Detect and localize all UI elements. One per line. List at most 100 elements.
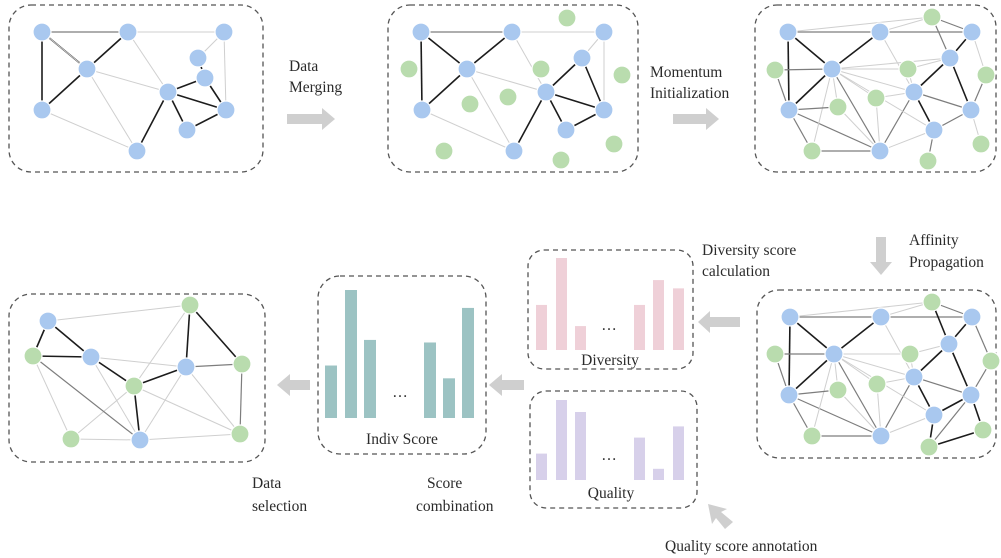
graph-node-new (612, 65, 632, 85)
diversity-bar (653, 280, 664, 350)
arrow-quality-annotation (708, 504, 733, 529)
graph-edge (787, 31, 790, 111)
indiv-ellipsis: … (392, 384, 408, 401)
graph-node-new (918, 151, 938, 171)
graph-edge (788, 316, 791, 396)
graph-edge (789, 301, 933, 318)
graph-edge (41, 68, 88, 111)
graph-edge (90, 356, 187, 368)
diversity-bar (556, 258, 567, 350)
graph-node-original (130, 430, 150, 450)
quality-ellipsis: … (601, 447, 617, 464)
graph-edge (880, 316, 915, 378)
graph-node-original (38, 311, 58, 331)
graph-edge (788, 353, 835, 396)
graph-edge (32, 355, 72, 440)
diversity-panel (527, 249, 694, 370)
graph-node-original (779, 385, 799, 405)
graph-edge (127, 31, 169, 93)
graph-node-original (457, 59, 477, 79)
arrow-diversity-calc (698, 311, 740, 333)
graph-node-original (118, 22, 138, 42)
graph-node-new (232, 354, 252, 374)
graph-edge (545, 91, 605, 111)
graph-node-new (23, 346, 43, 366)
graph-edge (239, 363, 243, 435)
graph-node-original (411, 22, 431, 42)
diversity-bar (536, 304, 547, 350)
arrow-momentum-init (673, 108, 719, 130)
graph-node-original (871, 426, 891, 446)
graph-node-original (594, 100, 614, 120)
graph-edge (788, 109, 881, 152)
graph-merged (399, 8, 632, 170)
label-score-combo-1: Score (427, 475, 462, 492)
indiv-score-panel (317, 275, 487, 455)
graph-edge (70, 438, 141, 441)
graph-node-new (919, 437, 939, 457)
graph-node-new (230, 424, 250, 444)
graph-node-new (124, 376, 144, 396)
graph-node-new (828, 380, 848, 400)
quality-bar (575, 412, 586, 480)
graph-edge (831, 68, 915, 93)
arrow-affinity-propagation (870, 237, 892, 275)
graph-edge (833, 353, 882, 437)
graph-edge (41, 31, 88, 70)
graph-edge (811, 68, 833, 152)
graph-edge (833, 353, 915, 378)
graph-node-new (981, 351, 1001, 371)
diversity-bar (673, 288, 684, 350)
label-data-selection-1: Data (252, 475, 281, 492)
graph-edge (787, 16, 933, 33)
graph-edge (86, 68, 138, 152)
graph-edge (831, 57, 951, 70)
graph-edge (511, 31, 547, 93)
graph-node-new (460, 94, 480, 114)
graph-edge (831, 68, 881, 152)
label-momentum-init-2: Initialization (650, 85, 729, 102)
graph-node-original (871, 307, 891, 327)
graph-edge (788, 394, 882, 437)
diversity-bar (634, 304, 645, 350)
graph-edge (185, 366, 241, 435)
label-score-combo-2: combination (416, 498, 494, 515)
diversity-bars (536, 258, 684, 350)
graph-node-new (828, 97, 848, 117)
graph-edge (837, 389, 882, 437)
graph-node-original (924, 120, 944, 140)
graph-node-original (870, 22, 890, 42)
arrow-data-selection (277, 374, 310, 396)
graph-node-original (940, 48, 960, 68)
graph-node-new (399, 59, 419, 79)
graph-node-original (904, 82, 924, 102)
graph-edge (185, 304, 191, 368)
label-momentum-init-1: Momentum (650, 64, 722, 81)
graph-node-new (61, 429, 81, 449)
graph-node-original (32, 22, 52, 42)
graph-node-original (780, 307, 800, 327)
graph-node-original (536, 82, 556, 102)
indiv-score-bar (345, 290, 357, 418)
graph-panel-original (8, 4, 264, 173)
graph-edge (133, 385, 241, 435)
arrow-data-merging (287, 108, 335, 130)
indiv-score-bar (424, 342, 436, 418)
graph-node-new (531, 59, 551, 79)
quality-bar (634, 437, 645, 480)
graph-edge (139, 433, 241, 441)
graph-edge (788, 68, 833, 111)
label-quality-annotation: Quality score annotation (665, 538, 818, 555)
graph-node-original (158, 82, 178, 102)
graph-momentum (765, 7, 996, 171)
graph-node-original (502, 22, 522, 42)
label-data-merging-2: Merging (289, 79, 342, 96)
graph-node-new (898, 59, 918, 79)
graph-edge (86, 68, 169, 93)
indiv-score-caption: Indiv Score (366, 431, 438, 448)
graph-edge (513, 91, 547, 152)
graph-edge (420, 31, 423, 111)
graph-node-original (81, 347, 101, 367)
graph-edge (41, 109, 138, 152)
label-data-selection-2: selection (252, 498, 307, 515)
